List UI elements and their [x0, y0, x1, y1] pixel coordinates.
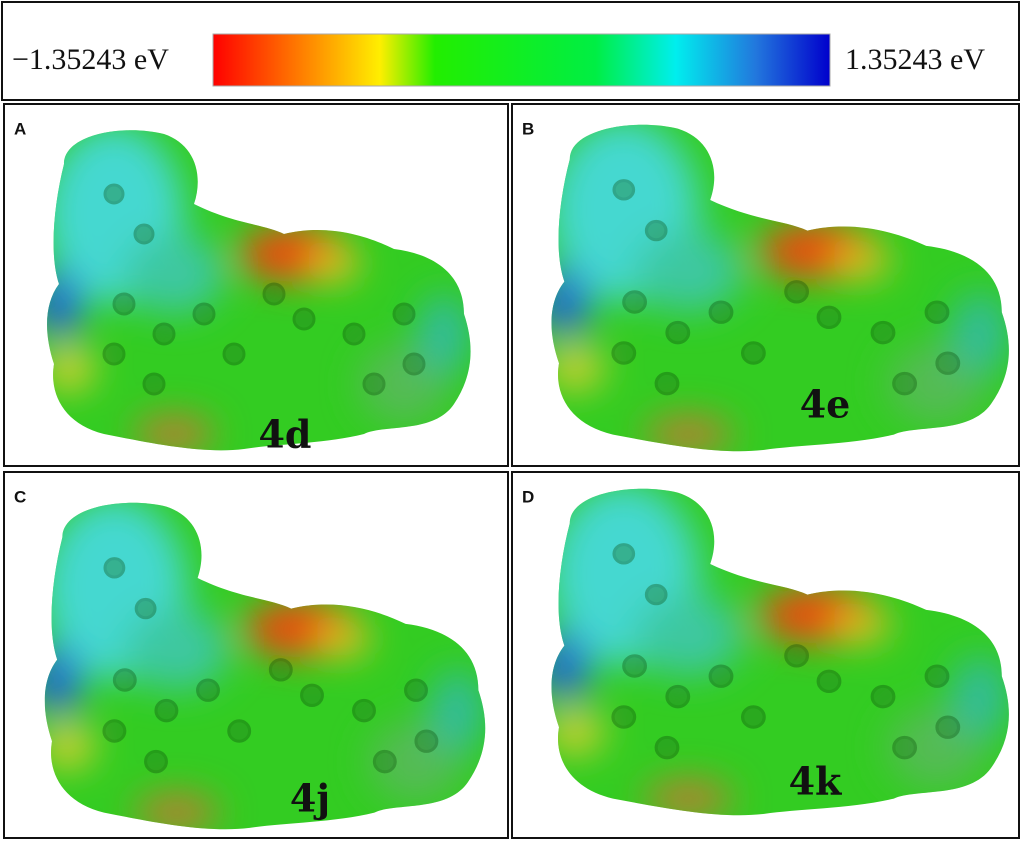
panel-letter: C	[14, 487, 26, 506]
colorbar-max-label: 1.35243 eV	[845, 43, 985, 76]
panel-letter: D	[522, 487, 534, 506]
panel: A 4d	[4, 104, 509, 484]
panel-letter: B	[522, 119, 534, 138]
compound-label: 4d	[258, 412, 311, 457]
panel: D 4k	[505, 462, 1024, 841]
compound-label: 4k	[789, 759, 842, 804]
colorbar-min-label: −1.35243 eV	[12, 43, 169, 76]
panel: B 4e	[505, 98, 1024, 486]
colorbar-frame	[1, 1, 1020, 101]
compound-label: 4j	[290, 776, 330, 821]
colorbar	[212, 33, 831, 87]
panel: C 4j	[0, 471, 520, 841]
compound-label: 4e	[800, 382, 851, 427]
panel-letter: A	[14, 119, 26, 138]
